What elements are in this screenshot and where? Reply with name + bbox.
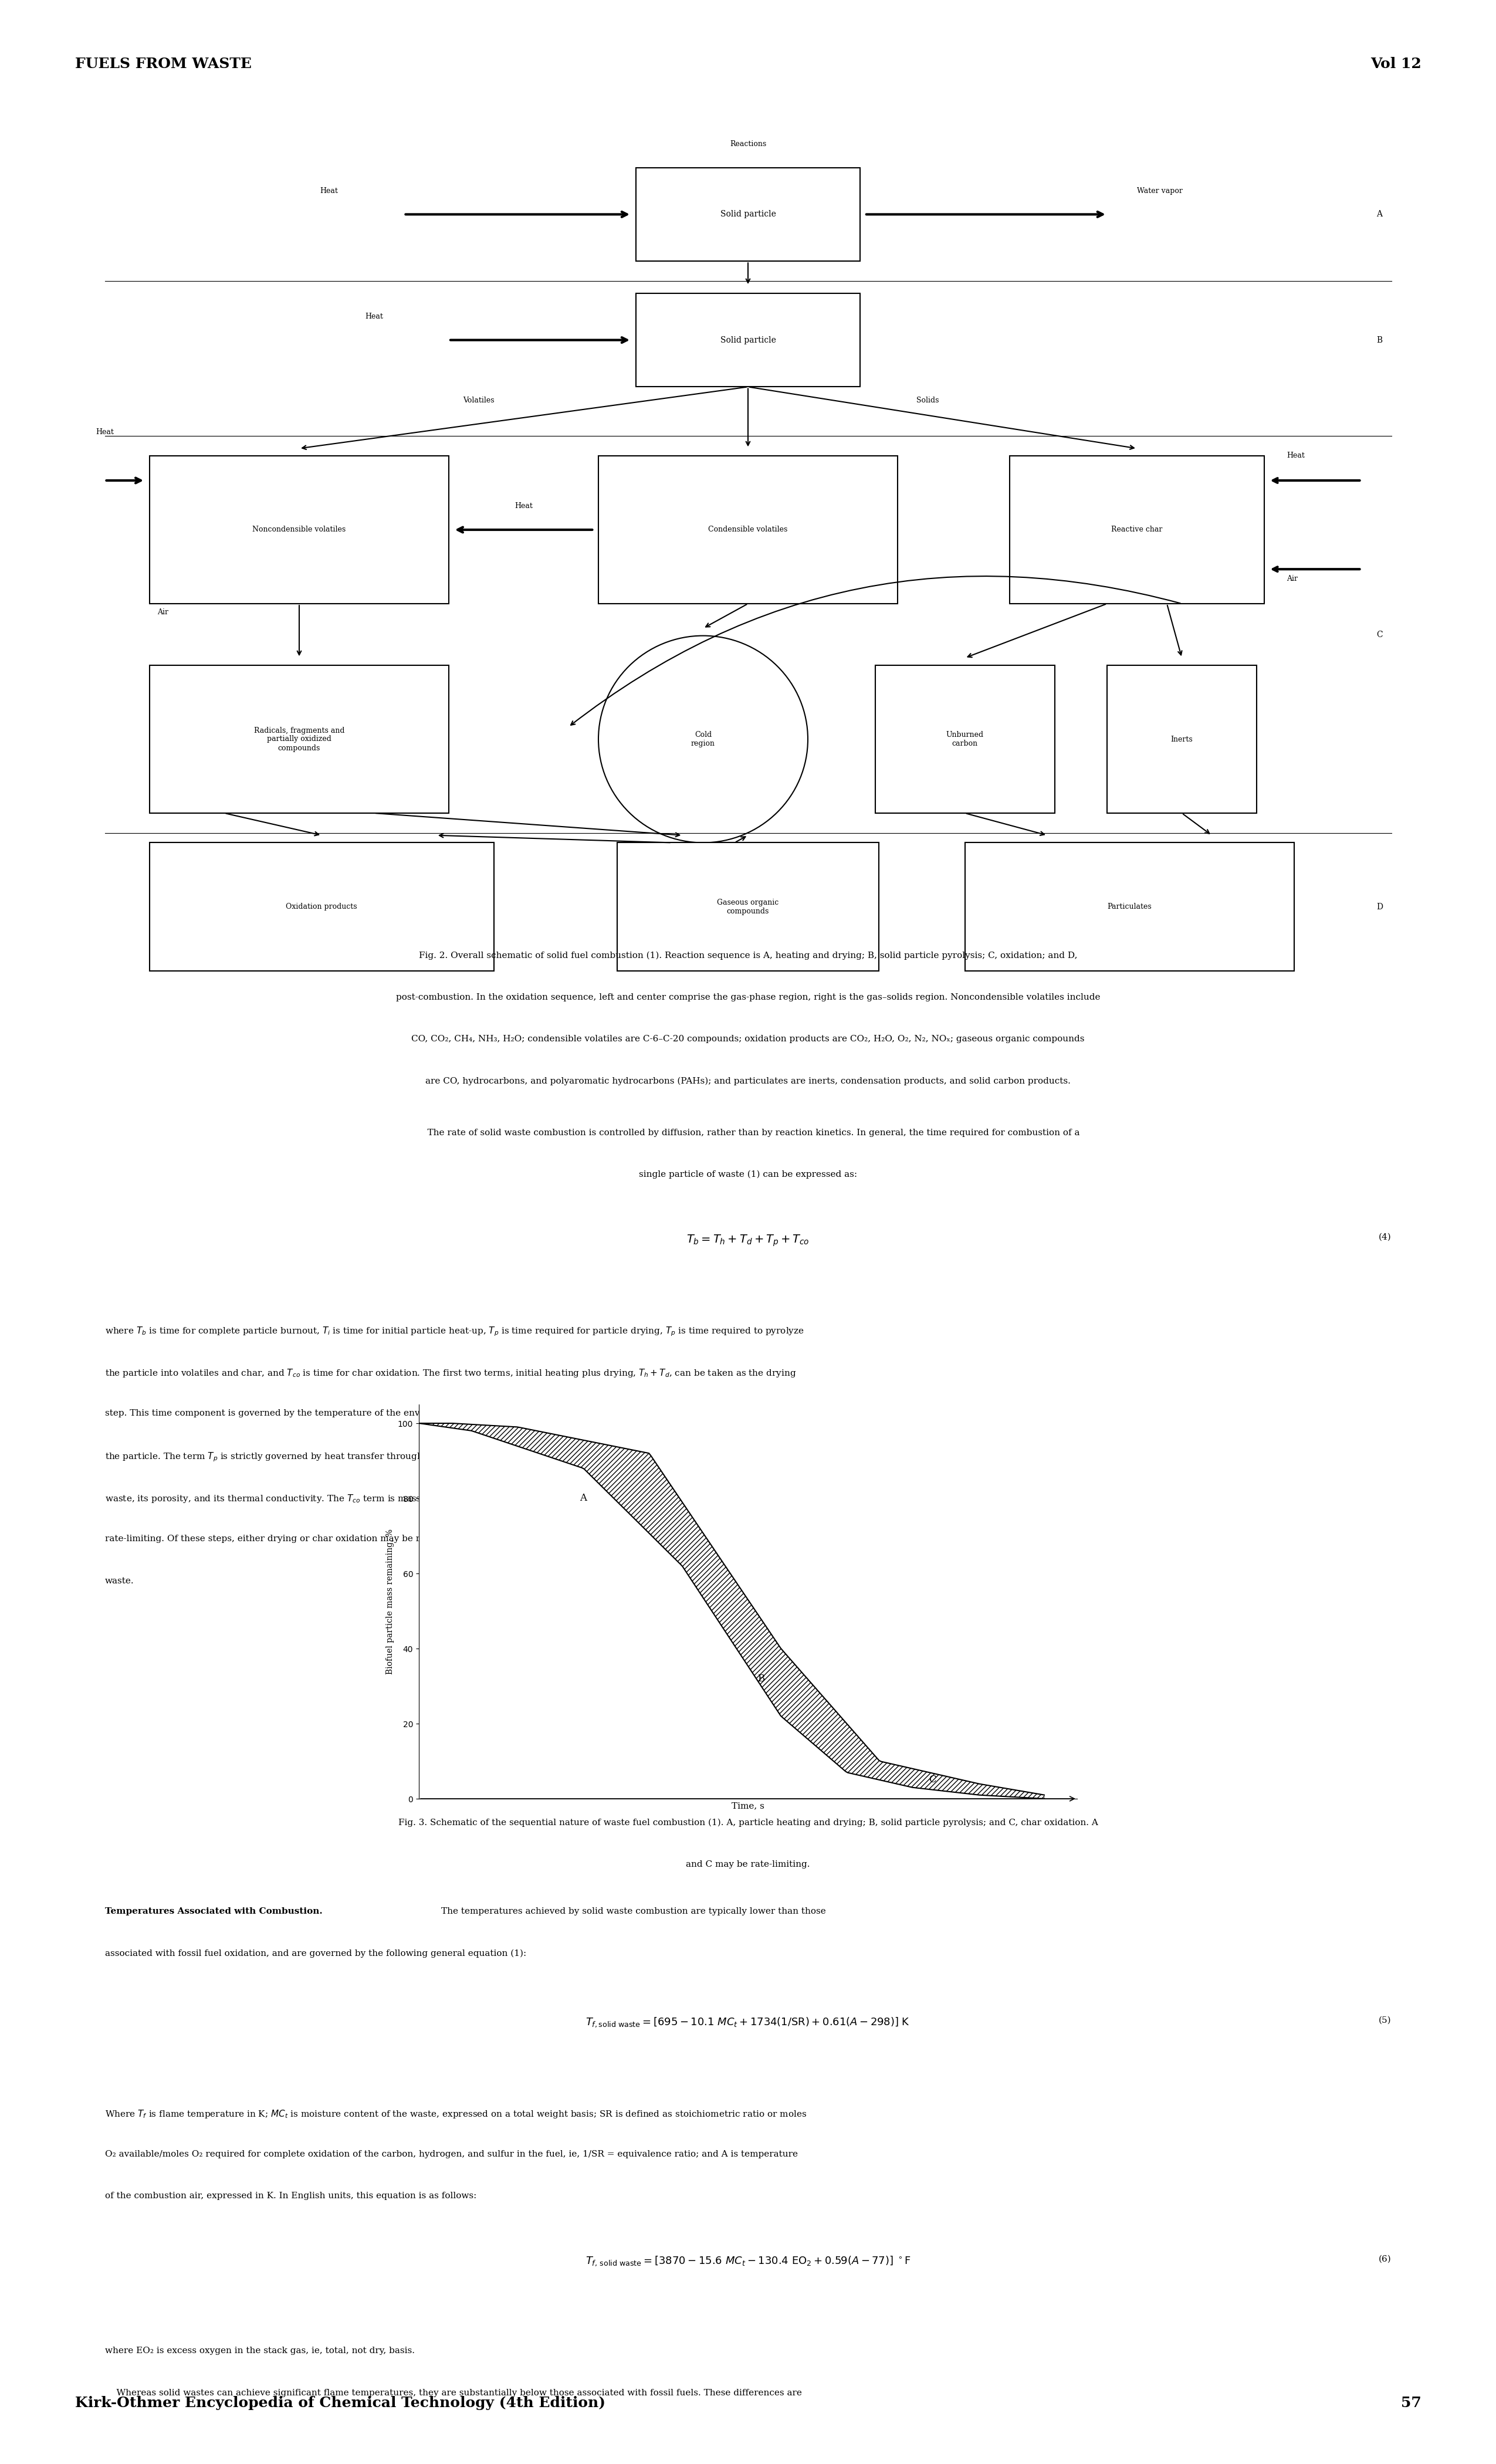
Text: waste.: waste. <box>105 1577 133 1584</box>
Text: are CO, hydrocarbons, and polyaromatic hydrocarbons (PAHs); and particulates are: are CO, hydrocarbons, and polyaromatic h… <box>425 1077 1071 1084</box>
Text: Solid particle: Solid particle <box>720 209 776 219</box>
Text: Heat: Heat <box>515 503 533 510</box>
Text: Unburned
carbon: Unburned carbon <box>945 732 984 747</box>
X-axis label: Time, s: Time, s <box>732 1801 764 1811</box>
Text: Temperatures Associated with Combustion.: Temperatures Associated with Combustion. <box>105 1907 322 1915</box>
Text: 57: 57 <box>1400 2395 1421 2410</box>
FancyBboxPatch shape <box>965 843 1294 971</box>
Text: single particle of waste (1) can be expressed as:: single particle of waste (1) can be expr… <box>639 1170 857 1178</box>
Text: Fig. 2. Overall schematic of solid fuel combustion (1). Reaction sequence is A, : Fig. 2. Overall schematic of solid fuel … <box>419 951 1077 958</box>
Text: and C may be rate-limiting.: and C may be rate-limiting. <box>687 1860 809 1868</box>
Text: Air: Air <box>1287 574 1297 584</box>
Text: Gaseous organic
compounds: Gaseous organic compounds <box>717 899 779 914</box>
Text: post-combustion. In the oxidation sequence, left and center comprise the gas-pha: post-combustion. In the oxidation sequen… <box>396 993 1100 1000</box>
Text: step. This time component is governed by the temperature of the environment, the: step. This time component is governed by… <box>105 1409 797 1417</box>
Text: the particle. The term $T_p$ is strictly governed by heat transfer through the p: the particle. The term $T_p$ is strictly… <box>105 1451 817 1464</box>
Ellipse shape <box>598 636 808 843</box>
Text: Reactive char: Reactive char <box>1112 525 1162 535</box>
Text: where $T_b$ is time for complete particle burnout, $T_i$ is time for initial par: where $T_b$ is time for complete particl… <box>105 1326 803 1338</box>
Text: Noncondensible volatiles: Noncondensible volatiles <box>253 525 346 535</box>
Text: Heat: Heat <box>365 313 383 320</box>
Text: Oxidation products: Oxidation products <box>286 902 358 912</box>
Text: B: B <box>757 1673 764 1683</box>
Text: Reactions: Reactions <box>730 140 766 148</box>
Text: C: C <box>929 1774 936 1784</box>
Text: Particulates: Particulates <box>1107 902 1152 912</box>
Text: Inerts: Inerts <box>1171 734 1192 744</box>
FancyBboxPatch shape <box>636 168 860 261</box>
Text: B: B <box>1376 335 1382 345</box>
Text: Whereas solid wastes can achieve significant flame temperatures, they are substa: Whereas solid wastes can achieve signifi… <box>105 2390 802 2397</box>
Text: The rate of solid waste combustion is controlled by diffusion, rather than by re: The rate of solid waste combustion is co… <box>416 1129 1080 1136</box>
Text: Vol 12: Vol 12 <box>1370 57 1421 71</box>
FancyBboxPatch shape <box>150 665 449 813</box>
Text: CO, CO₂, CH₄, NH₃, H₂O; condensible volatiles are C-6–C-20 compounds; oxidation : CO, CO₂, CH₄, NH₃, H₂O; condensible vola… <box>411 1035 1085 1042</box>
FancyBboxPatch shape <box>636 293 860 387</box>
FancyBboxPatch shape <box>875 665 1055 813</box>
Text: Condensible volatiles: Condensible volatiles <box>708 525 788 535</box>
Text: Heat: Heat <box>320 187 338 195</box>
Text: C: C <box>1376 631 1382 638</box>
FancyBboxPatch shape <box>1107 665 1257 813</box>
Text: of the combustion air, expressed in K. In English units, this equation is as fol: of the combustion air, expressed in K. I… <box>105 2193 476 2200</box>
FancyBboxPatch shape <box>1010 456 1264 604</box>
Text: the particle into volatiles and char, and $T_{co}$ is time for char oxidation. T: the particle into volatiles and char, an… <box>105 1368 796 1377</box>
Text: The temperatures achieved by solid waste combustion are typically lower than tho: The temperatures achieved by solid waste… <box>441 1907 826 1915</box>
Text: Water vapor: Water vapor <box>1137 187 1183 195</box>
Text: Radicals, fragments and
partially oxidized
compounds: Radicals, fragments and partially oxidiz… <box>254 727 344 752</box>
Text: Heat: Heat <box>1287 451 1305 461</box>
FancyBboxPatch shape <box>150 843 494 971</box>
Text: D: D <box>1376 902 1382 912</box>
Y-axis label: Biofuel particle mass remaining, %: Biofuel particle mass remaining, % <box>386 1528 395 1676</box>
Text: A: A <box>580 1493 586 1503</box>
Text: (6): (6) <box>1378 2255 1391 2262</box>
Text: Kirk-Othmer Encyclopedia of Chemical Technology (4th Edition): Kirk-Othmer Encyclopedia of Chemical Tec… <box>75 2395 606 2410</box>
Text: $T_{f,\,\mathrm{solid\ waste}} = [3870 - 15.6\ MC_t - 130.4\ \mathrm{EO}_2 + 0.5: $T_{f,\,\mathrm{solid\ waste}} = [3870 -… <box>585 2255 911 2267</box>
Text: Solid particle: Solid particle <box>720 335 776 345</box>
Text: (5): (5) <box>1379 2016 1391 2025</box>
Text: associated with fossil fuel oxidation, and are governed by the following general: associated with fossil fuel oxidation, a… <box>105 1949 527 1956</box>
Text: $T_b = T_h + T_d + T_p + T_{co}$: $T_b = T_h + T_d + T_p + T_{co}$ <box>687 1232 809 1247</box>
Text: $T_{f,\mathrm{solid\ waste}} = [695 - 10.1\ MC_t + 1734(1/\mathrm{SR}) + 0.61(A : $T_{f,\mathrm{solid\ waste}} = [695 - 10… <box>586 2016 910 2028</box>
Text: Cold
region: Cold region <box>691 732 715 747</box>
Text: rate-limiting. Of these steps, either drying or char oxidation may be rate-limit: rate-limiting. Of these steps, either dr… <box>105 1535 791 1542</box>
FancyBboxPatch shape <box>616 843 878 971</box>
Text: (4): (4) <box>1378 1232 1391 1242</box>
Text: Volatiles: Volatiles <box>462 397 495 404</box>
Text: Fig. 3. Schematic of the sequential nature of waste fuel combustion (1). A, part: Fig. 3. Schematic of the sequential natu… <box>398 1818 1098 1826</box>
FancyBboxPatch shape <box>598 456 898 604</box>
FancyBboxPatch shape <box>150 456 449 604</box>
Text: A: A <box>1376 209 1382 219</box>
Text: Heat: Heat <box>96 429 114 436</box>
Text: Where $T_f$ is flame temperature in K; $MC_t$ is moisture content of the waste, : Where $T_f$ is flame temperature in K; $… <box>105 2109 806 2119</box>
Text: where EO₂ is excess oxygen in the stack gas, ie, total, not dry, basis.: where EO₂ is excess oxygen in the stack … <box>105 2346 414 2356</box>
Text: waste, its porosity, and its thermal conductivity. The $T_{co}$ term is mass-tra: waste, its porosity, and its thermal con… <box>105 1493 794 1503</box>
Text: O₂ available/moles O₂ required for complete oxidation of the carbon, hydrogen, a: O₂ available/moles O₂ required for compl… <box>105 2151 797 2158</box>
Text: Solids: Solids <box>916 397 939 404</box>
Text: FUELS FROM WASTE: FUELS FROM WASTE <box>75 57 251 71</box>
Text: Air: Air <box>157 609 168 616</box>
